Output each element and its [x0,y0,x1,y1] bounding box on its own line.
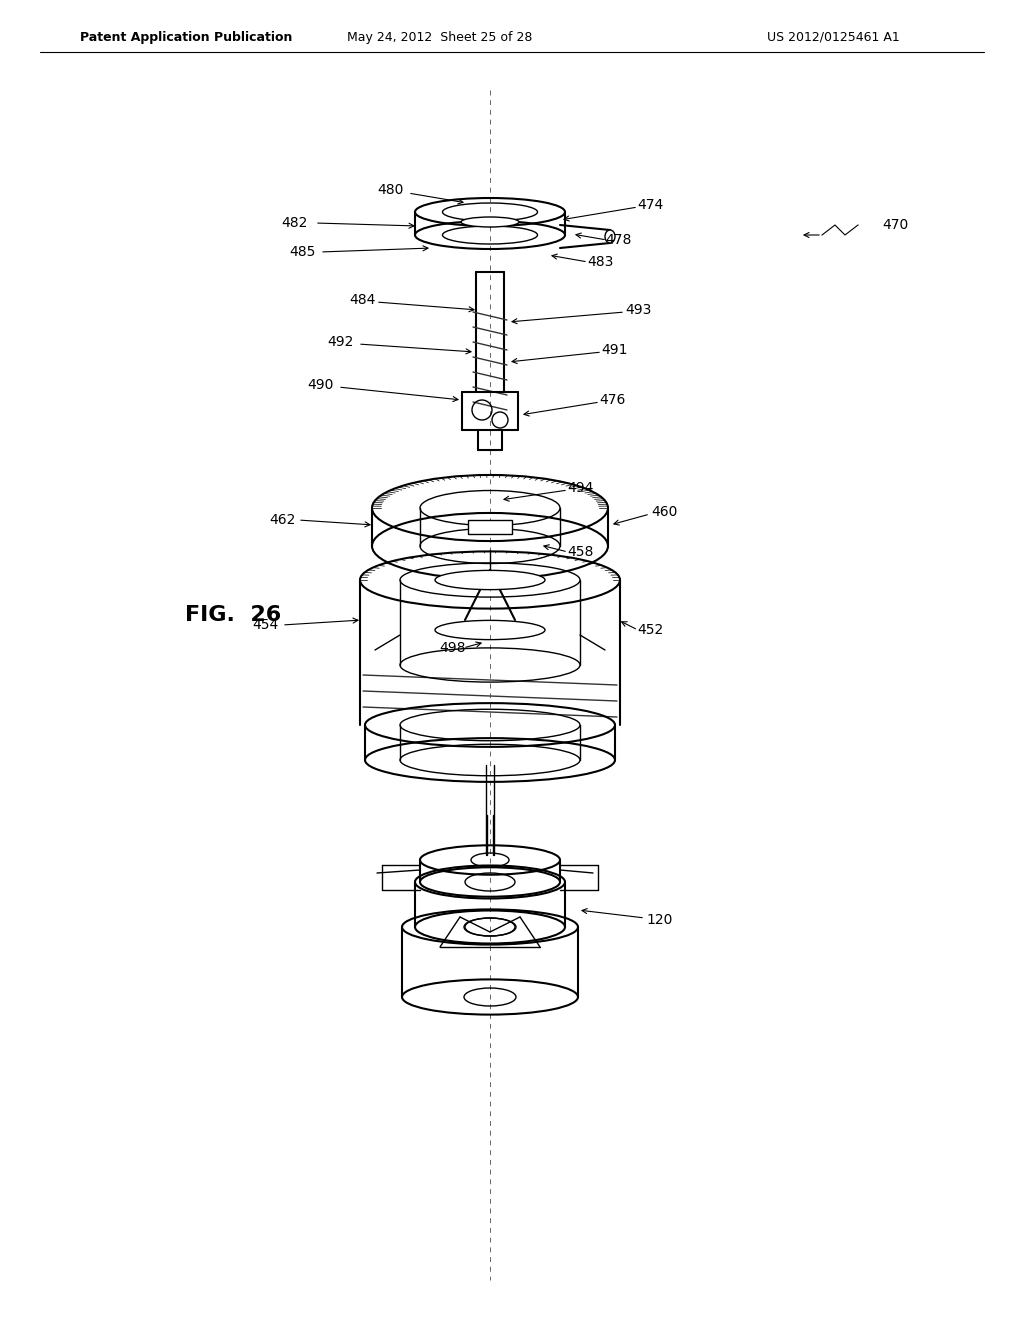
Text: 493: 493 [625,304,651,317]
Bar [468,520,512,535]
Text: 460: 460 [652,506,678,519]
Text: 498: 498 [439,642,466,655]
Text: 492: 492 [327,335,353,348]
Text: 491: 491 [602,343,629,356]
Text: 478: 478 [605,234,631,247]
Text: Patent Application Publication: Patent Application Publication [80,30,293,44]
Text: 483: 483 [587,255,613,269]
Ellipse shape [435,570,545,590]
Text: May 24, 2012  Sheet 25 of 28: May 24, 2012 Sheet 25 of 28 [347,30,532,44]
Text: 470: 470 [882,218,908,232]
Text: 482: 482 [282,216,308,230]
Text: 452: 452 [637,623,664,638]
Text: 458: 458 [567,545,593,558]
Ellipse shape [461,216,519,227]
Text: FIG.  26: FIG. 26 [185,605,282,624]
Text: 476: 476 [599,393,626,407]
Text: 490: 490 [307,378,333,392]
Text: 485: 485 [290,246,316,259]
Ellipse shape [605,230,615,243]
Text: 474: 474 [637,198,664,213]
Text: 494: 494 [567,480,593,495]
Text: 480: 480 [377,183,403,197]
Text: 454: 454 [252,618,279,632]
Text: 484: 484 [349,293,375,308]
Text: US 2012/0125461 A1: US 2012/0125461 A1 [767,30,900,44]
Text: 120: 120 [647,913,673,927]
Text: 462: 462 [269,513,295,527]
